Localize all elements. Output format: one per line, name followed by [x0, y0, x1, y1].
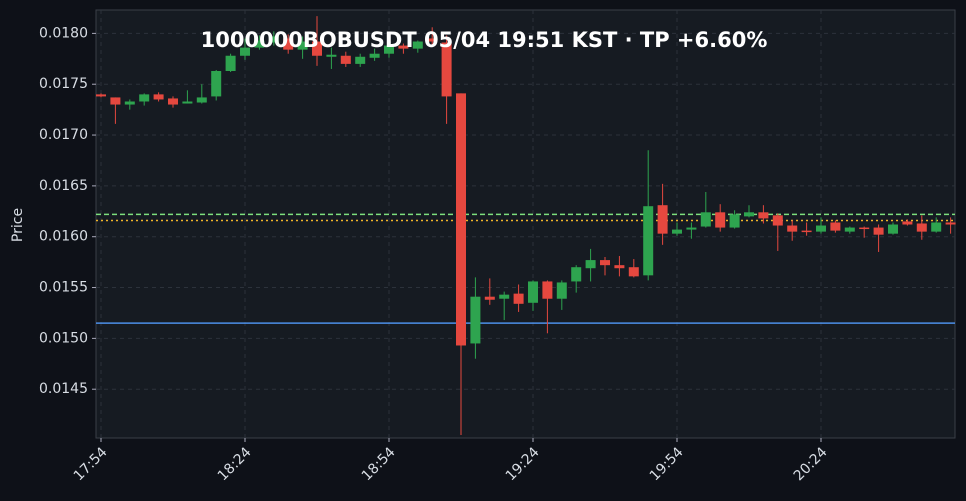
candle-body: [859, 227, 870, 230]
candle-body: [124, 101, 135, 105]
candle-body: [384, 45, 394, 54]
candle-body: [153, 94, 164, 100]
candle-body: [513, 293, 524, 304]
candle-body: [484, 296, 495, 300]
candle-body: [369, 53, 380, 58]
candle-body: [816, 225, 826, 232]
candle-body: [412, 41, 423, 49]
candle-body: [888, 224, 898, 234]
candle-body: [240, 47, 250, 56]
candle-body: [772, 215, 783, 226]
candle-body: [801, 230, 812, 233]
y-tick-label: 0.0170: [39, 127, 88, 143]
chart-title: 1000000BOBUSDT 05/04 19:51 KST · TP +6.6…: [201, 28, 768, 52]
candle-body: [499, 294, 510, 299]
candle-body: [355, 56, 366, 64]
candle-body: [312, 41, 322, 56]
candle-body: [283, 38, 294, 50]
candle-body: [470, 296, 481, 344]
candle-body: [657, 205, 668, 234]
y-axis-label: Price: [10, 208, 26, 242]
y-tick-label: 0.0180: [39, 25, 88, 41]
candle-body: [441, 42, 452, 97]
candle-body: [254, 40, 265, 48]
candle-body: [600, 260, 610, 266]
candle-body: [902, 221, 913, 225]
candle-body: [686, 227, 697, 230]
candle-body: [268, 36, 279, 43]
candle-body: [326, 54, 337, 57]
candle-body: [456, 93, 466, 346]
candle-body: [168, 98, 178, 105]
candle-body: [758, 212, 769, 219]
candle-body: [196, 97, 207, 103]
candle-body: [672, 229, 682, 234]
candle-body: [225, 55, 236, 71]
candle-body: [571, 267, 582, 282]
candle-body: [787, 225, 798, 232]
candle-body: [139, 94, 150, 102]
candle-body: [398, 45, 409, 49]
candle-body: [830, 222, 841, 231]
candle-body: [211, 70, 222, 97]
y-tick-label: 0.0160: [39, 229, 88, 245]
candle-body: [873, 227, 884, 235]
candle-body: [528, 281, 538, 303]
y-tick-label: 0.0175: [39, 76, 88, 92]
candle-body: [931, 222, 942, 232]
candle-body: [556, 282, 567, 299]
y-tick-label: 0.0165: [39, 178, 88, 194]
candle-body: [96, 94, 106, 97]
y-tick-label: 0.0150: [39, 330, 88, 346]
candle-body: [945, 222, 956, 225]
candle-body: [110, 97, 121, 105]
candle-body: [916, 223, 927, 232]
candle-body: [700, 212, 711, 227]
candle-body: [585, 260, 596, 269]
candle-body: [182, 101, 193, 104]
candle-body: [715, 212, 726, 228]
plot-area: [95, 9, 956, 439]
candle-body: [744, 212, 754, 217]
candle-body: [643, 206, 654, 276]
candle-body: [729, 214, 740, 228]
y-tick-label: 0.0145: [39, 381, 88, 397]
y-tick-label: 0.0155: [39, 280, 88, 296]
candle-body: [844, 227, 855, 232]
candle-body: [427, 38, 438, 42]
candle-body: [614, 265, 625, 269]
candle-body: [297, 41, 308, 50]
candle-body: [542, 281, 553, 299]
candle-body: [340, 55, 351, 64]
candle-body: [628, 267, 639, 277]
